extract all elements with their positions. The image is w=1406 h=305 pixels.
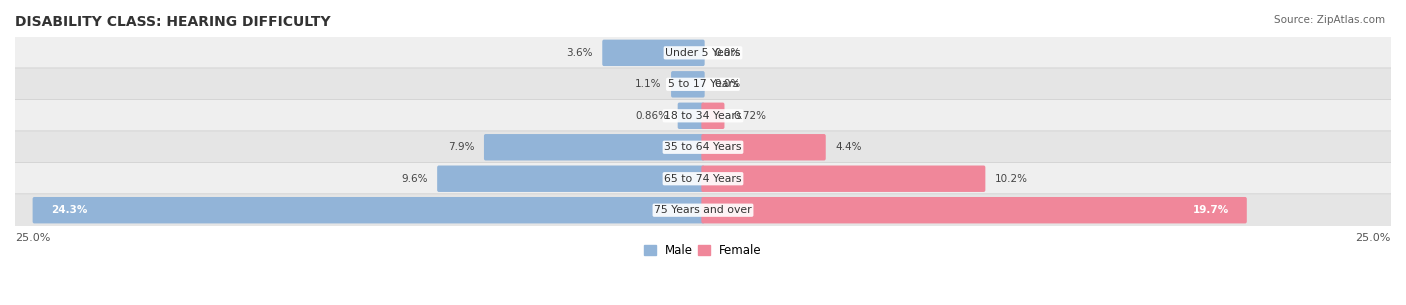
FancyBboxPatch shape [702,197,1247,224]
Text: 65 to 74 Years: 65 to 74 Years [664,174,742,184]
Text: 25.0%: 25.0% [15,233,51,243]
Text: 9.6%: 9.6% [401,174,427,184]
FancyBboxPatch shape [14,99,1392,132]
Text: 75 Years and over: 75 Years and over [654,205,752,215]
Text: 4.4%: 4.4% [835,142,862,152]
FancyBboxPatch shape [702,102,724,129]
Text: 0.0%: 0.0% [714,48,740,58]
Text: 24.3%: 24.3% [51,205,87,215]
Text: Source: ZipAtlas.com: Source: ZipAtlas.com [1274,15,1385,25]
Text: 25.0%: 25.0% [1355,233,1391,243]
Text: 18 to 34 Years: 18 to 34 Years [664,111,742,121]
FancyBboxPatch shape [702,134,825,160]
Text: 10.2%: 10.2% [994,174,1028,184]
Legend: Male, Female: Male, Female [640,239,766,262]
FancyBboxPatch shape [602,40,704,66]
FancyBboxPatch shape [437,166,704,192]
Text: 7.9%: 7.9% [449,142,475,152]
Text: 0.0%: 0.0% [714,79,740,89]
Text: DISABILITY CLASS: HEARING DIFFICULTY: DISABILITY CLASS: HEARING DIFFICULTY [15,15,330,29]
FancyBboxPatch shape [702,166,986,192]
FancyBboxPatch shape [14,37,1392,69]
Text: 19.7%: 19.7% [1192,205,1229,215]
FancyBboxPatch shape [14,131,1392,163]
FancyBboxPatch shape [14,194,1392,227]
Text: 0.72%: 0.72% [734,111,766,121]
FancyBboxPatch shape [678,102,704,129]
Text: Under 5 Years: Under 5 Years [665,48,741,58]
FancyBboxPatch shape [671,71,704,98]
FancyBboxPatch shape [484,134,704,160]
Text: 1.1%: 1.1% [636,79,662,89]
Text: 0.86%: 0.86% [636,111,668,121]
Text: 5 to 17 Years: 5 to 17 Years [668,79,738,89]
Text: 35 to 64 Years: 35 to 64 Years [664,142,742,152]
FancyBboxPatch shape [14,162,1392,195]
FancyBboxPatch shape [14,68,1392,101]
Text: 3.6%: 3.6% [567,48,593,58]
FancyBboxPatch shape [32,197,704,224]
